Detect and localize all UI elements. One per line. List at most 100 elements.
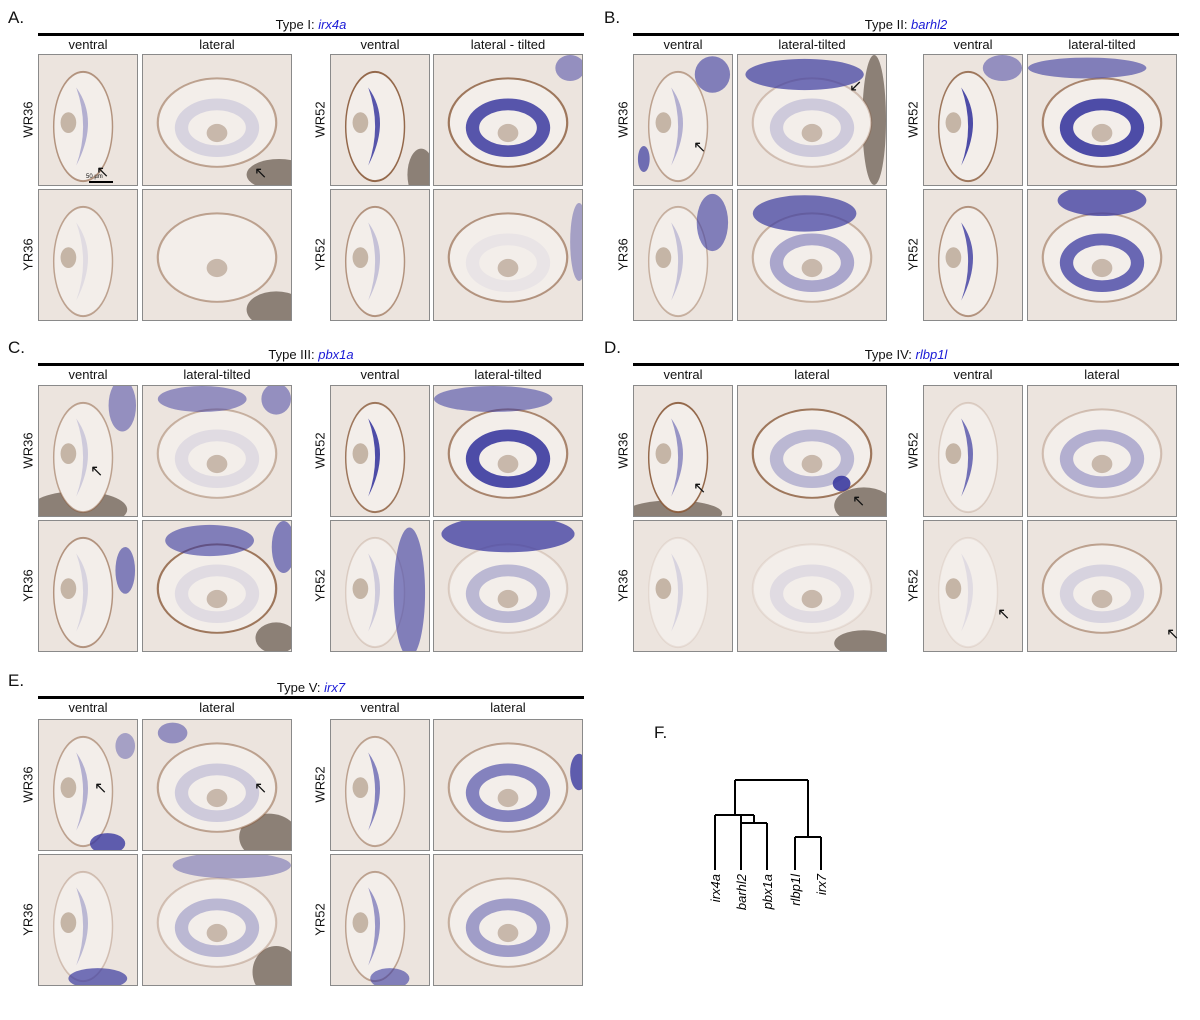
panel-type-label: Type I: [275, 17, 319, 32]
row-label: WR36 [615, 432, 631, 469]
micrograph [923, 189, 1023, 321]
panel-letter: F. [654, 723, 668, 742]
micrograph [737, 54, 887, 186]
column-header: ventral [68, 367, 108, 382]
micrograph [142, 54, 292, 186]
column-header: lateral-tilted [1068, 37, 1136, 52]
panel-gene-name: pbx1a [318, 347, 354, 362]
column-header: ventral [68, 37, 108, 52]
micrograph [433, 854, 583, 986]
annotation-arrow: ↙ [849, 77, 863, 95]
column-header: lateral-tilted [778, 37, 846, 52]
annotation-arrow: ↖ [254, 779, 268, 797]
column-header: lateral [794, 367, 830, 382]
column-header: lateral [1084, 367, 1120, 382]
micrograph [38, 189, 138, 321]
panel-type-label: Type II: [864, 17, 912, 32]
panel-title: Type IV: rlbp1l [633, 347, 1179, 362]
micrograph [1027, 520, 1177, 652]
panel-rule [38, 696, 584, 699]
column-header: ventral [360, 367, 400, 382]
micrograph [633, 385, 733, 517]
micrograph [142, 189, 292, 321]
panel-letter: A. [8, 8, 25, 27]
panel-letter: E. [8, 671, 25, 690]
row-label: YR36 [20, 903, 36, 936]
panel-rule [38, 33, 584, 36]
column-header: lateral-tilted [474, 367, 542, 382]
panel-letter: C. [8, 338, 25, 357]
micrograph [737, 520, 887, 652]
micrograph [142, 719, 292, 851]
micrograph [1027, 54, 1177, 186]
panel-letter: B. [604, 8, 621, 27]
panel-letter: D. [604, 338, 621, 357]
panel-gene-name: barhl2 [911, 17, 948, 32]
column-header: ventral [68, 700, 108, 715]
annotation-arrow: ↖ [693, 480, 707, 498]
panel-rule [633, 363, 1179, 366]
annotation-arrow: ↖ [997, 606, 1011, 623]
micrograph [142, 854, 292, 986]
dendrogram-leaf-label: pbx1a [760, 874, 775, 910]
micrograph [433, 54, 583, 186]
micrograph [330, 520, 430, 652]
annotation-arrow: ↖ [1166, 625, 1180, 643]
annotation-arrow: ↖ [94, 779, 108, 797]
micrograph [330, 189, 430, 321]
micrograph [38, 385, 138, 517]
micrograph [923, 385, 1023, 517]
row-label: WR52 [905, 101, 921, 138]
column-header: lateral [199, 700, 235, 715]
micrograph [1027, 385, 1177, 517]
column-header: ventral [360, 700, 400, 715]
column-header: lateral - tilted [470, 37, 546, 52]
panel-title: Type II: barhl2 [633, 17, 1179, 32]
micrograph [38, 719, 138, 851]
micrograph [433, 189, 583, 321]
micrograph [38, 54, 138, 186]
column-header: lateral-tilted [183, 367, 251, 382]
annotation-arrow: ↖ [90, 463, 104, 481]
micrograph [633, 520, 733, 652]
column-header: ventral [663, 367, 703, 382]
panel-gene-name: irx7 [324, 680, 346, 695]
row-label: WR36 [20, 101, 36, 138]
row-label: YR52 [312, 903, 328, 936]
panel-type-label: Type IV: [864, 347, 916, 362]
column-header: ventral [360, 37, 400, 52]
micrograph [737, 385, 887, 517]
row-label: YR36 [20, 238, 36, 271]
column-header: lateral [199, 37, 235, 52]
scale-bar-label: 50 µm [86, 174, 103, 180]
panel-gene-name: irx4a [318, 17, 347, 32]
column-header: ventral [663, 37, 703, 52]
micrograph [737, 189, 887, 321]
micrograph [38, 520, 138, 652]
panel-rule [38, 363, 584, 366]
column-header: lateral [490, 700, 526, 715]
micrograph [633, 189, 733, 321]
micrograph [142, 520, 292, 652]
dendrogram-leaf-label: barhl2 [734, 873, 749, 910]
panel-title: Type I: irx4a [38, 17, 584, 32]
column-header: ventral [953, 367, 993, 382]
row-label: YR52 [312, 569, 328, 602]
micrograph [38, 854, 138, 986]
dendrogram-leaf-label: irx4a [708, 874, 723, 902]
panel-type-label: Type V: [276, 680, 325, 695]
row-label: WR52 [312, 101, 328, 138]
panel-title: Type V: irx7 [38, 680, 584, 695]
row-label: WR52 [312, 432, 328, 469]
row-label: YR52 [312, 238, 328, 271]
row-label: YR52 [905, 569, 921, 602]
dendrogram: irx4a barhl2 pbx1a rlbp1l irx7 [708, 779, 829, 910]
micrograph [433, 520, 583, 652]
annotation-arrow: ↖ [96, 163, 110, 181]
panel-gene-name: rlbp1l [915, 347, 948, 362]
row-label: YR52 [905, 238, 921, 271]
row-label: WR36 [615, 101, 631, 138]
panel-rule [633, 33, 1179, 36]
annotation-arrow: ↖ [693, 138, 707, 156]
micrograph [142, 385, 292, 517]
